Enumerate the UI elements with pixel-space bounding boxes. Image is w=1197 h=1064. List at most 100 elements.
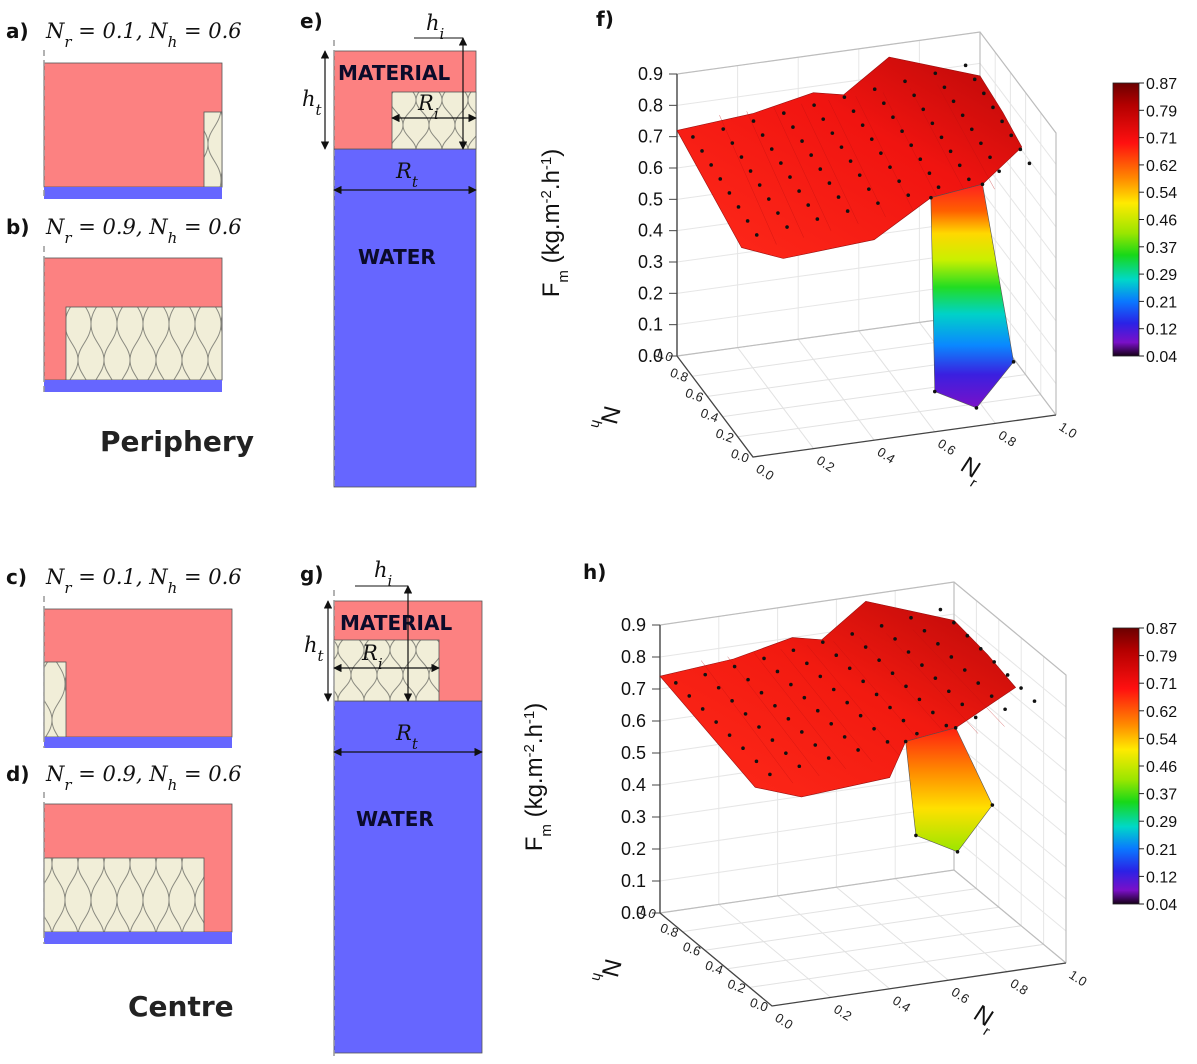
surface-point [786, 717, 791, 721]
surface-point [990, 803, 995, 807]
wall-gridline [979, 63, 1057, 165]
chart-f-z-ticks: 0.0 0.1 0.2 0.3 0.4 0.5 0.6 0.7 0.8 0.9 [638, 64, 677, 366]
surface-meshline [806, 644, 899, 755]
surface-point [845, 209, 850, 213]
floor-gridline [836, 886, 949, 981]
surface-point [739, 155, 744, 159]
surface-point [782, 111, 786, 115]
surface-meshline [855, 96, 914, 211]
surface-point [842, 95, 847, 99]
z-tick-label: 0.8 [638, 95, 663, 115]
z-tick-label: 0.2 [638, 283, 663, 303]
x-tick-label: 0.0 [753, 461, 776, 483]
surface-point [933, 71, 938, 76]
chart-h-y-ticks: 0.00.20.40.60.81.0 [636, 902, 770, 1015]
floor-axis [659, 912, 1067, 1007]
surface-point [879, 624, 884, 628]
surface-point [847, 666, 852, 671]
y-tick-label: 0.4 [699, 405, 721, 425]
surface-point [812, 103, 816, 107]
surface-point [972, 77, 977, 82]
floor-gridline [797, 338, 875, 441]
surface-point [877, 658, 881, 662]
surface-point [867, 187, 871, 191]
chart-h: 0.00.10.20.30.40.50.60.70.80.90.0 0.2 0.4 0… [521, 581, 1177, 1039]
surface-point [785, 225, 789, 229]
surface-point [944, 723, 949, 728]
surface-point [791, 648, 796, 653]
floor-gridline [737, 394, 1041, 438]
surface-point [869, 137, 874, 141]
panel-b-insulation [65, 306, 223, 381]
surface-point [903, 739, 908, 744]
chart-f-surface [676, 56, 1023, 409]
z-tick-label: 0.3 [638, 252, 663, 272]
surface-point [992, 660, 996, 664]
surface-point [743, 712, 748, 716]
surface-point [730, 699, 734, 703]
colorbar-tick-label: 0.29 [1146, 267, 1177, 284]
surface-meshline [937, 84, 995, 190]
surface-point [815, 217, 820, 221]
surface-point [909, 615, 913, 620]
panel-e-water-label: WATER [358, 245, 436, 269]
surface-point [850, 632, 855, 636]
z-tick-label: 0.3 [621, 807, 646, 827]
surface-point [921, 107, 926, 112]
z-tick-label: 0.7 [638, 127, 663, 147]
colorbar-gradient [1112, 82, 1140, 357]
surface-point [831, 687, 836, 692]
colorbar-tick-label: 0.04 [1146, 897, 1177, 914]
surface-point [730, 141, 735, 145]
wall-gridline [953, 709, 1067, 804]
panel-g-hi: hi [374, 558, 393, 590]
surface-point [791, 125, 795, 129]
surface-point [700, 149, 704, 153]
z-tick-label: 0.9 [638, 64, 663, 84]
y-axis-title: Nh [588, 402, 625, 435]
surface-point [989, 694, 994, 698]
surface-point [858, 713, 863, 718]
surface-point [1018, 147, 1023, 152]
surface-point [779, 161, 783, 165]
panel-b-water [44, 380, 222, 392]
panel-e-water [333, 148, 477, 488]
surface-point [893, 637, 897, 641]
colorbar-tick-label: 0.87 [1146, 621, 1177, 638]
surface-point [982, 91, 986, 96]
surface-point [721, 127, 726, 131]
colorbar-tick-label: 0.54 [1146, 185, 1177, 202]
y-tick-label: 0.6 [681, 939, 703, 959]
wall-gridline [953, 741, 1067, 836]
surface-point [915, 731, 919, 736]
panel-d-insulation [43, 857, 205, 933]
colorbar-tick-label: 0.62 [1146, 158, 1177, 175]
z-tick-label: 0.2 [621, 839, 646, 859]
panel-a: a) Nr = 0.1, Nh = 0.6 [6, 19, 242, 200]
surface-point [918, 157, 923, 162]
surface-point [936, 642, 940, 646]
floor-gridline [718, 904, 832, 998]
floor-axis [676, 355, 1057, 458]
wall-gridline [979, 188, 1057, 290]
surface-point [818, 167, 823, 171]
surface-point [960, 702, 965, 707]
periphery-label: Periphery [100, 425, 254, 458]
surface-point [857, 173, 862, 177]
x-tick-label: 0.4 [890, 993, 913, 1015]
surface-point [1011, 360, 1016, 364]
surface-point [948, 149, 953, 154]
z-tick-label: 0.5 [638, 189, 663, 209]
surface-point [1032, 699, 1037, 703]
surface-point [789, 682, 793, 687]
panel-d-water [44, 932, 232, 944]
surface-point [818, 674, 823, 679]
panel-a-label: Nr = 0.1, Nh = 0.6 [45, 19, 242, 51]
surface-point [957, 163, 962, 168]
surface-point [784, 751, 788, 755]
wall-gridline [676, 282, 981, 326]
surface-point [674, 681, 678, 685]
surface-point [1019, 686, 1023, 690]
surface-point [741, 746, 745, 751]
panel-e-letter: e) [300, 9, 323, 33]
